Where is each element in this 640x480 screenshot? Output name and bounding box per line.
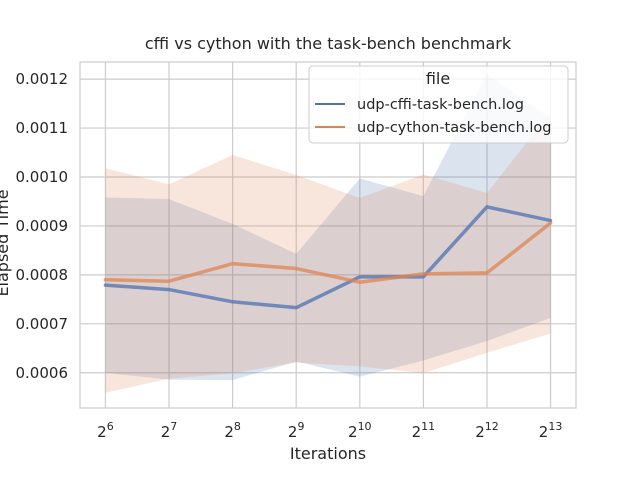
y-tick-label: 0.0007 xyxy=(16,315,69,333)
legend: file udp-cffi-task-bench.log udp-cython-t… xyxy=(308,65,569,144)
x-tick-label: 29 xyxy=(288,420,305,441)
x-tick-label: 210 xyxy=(348,420,372,441)
y-tick-label: 0.0008 xyxy=(16,266,69,284)
y-tick-label: 0.0012 xyxy=(16,70,69,88)
x-tick-label: 28 xyxy=(224,420,241,441)
legend-label: udp-cython-task-bench.log xyxy=(357,120,552,136)
series-line-1 xyxy=(103,221,553,284)
y-tick-labels: 0.0006 0.0007 0.0008 0.0009 0.0010 0.0011 0.00… xyxy=(16,70,69,382)
legend-label: udp-cffi-task-bench.log xyxy=(357,97,524,113)
ci-band-1 xyxy=(105,111,551,393)
plot-frame xyxy=(79,61,577,409)
legend-title: file xyxy=(426,69,450,88)
ci-band-0 xyxy=(105,74,551,381)
chart-title: cffi vs cython with the task-bench bench… xyxy=(145,34,512,53)
y-tick-label: 0.0010 xyxy=(16,168,69,186)
y-axis-label: Elapsed Time xyxy=(0,189,12,296)
x-tick-label: 27 xyxy=(161,420,178,441)
x-tick-labels: 26 27 28 29 210 211 212 213 xyxy=(97,420,562,441)
x-tick-label: 212 xyxy=(475,420,499,441)
x-tick-label: 213 xyxy=(539,420,563,441)
y-tick-label: 0.0006 xyxy=(16,364,69,382)
x-tick-label: 26 xyxy=(97,420,114,441)
x-axis-label: Iterations xyxy=(290,444,366,463)
series-lines xyxy=(103,205,553,310)
legend-box xyxy=(308,65,569,144)
x-tick-label: 211 xyxy=(412,420,436,441)
y-tick-label: 0.0011 xyxy=(16,119,69,137)
confidence-bands xyxy=(105,74,551,393)
y-tick-label: 0.0009 xyxy=(16,217,69,235)
series-line-0 xyxy=(103,205,553,310)
